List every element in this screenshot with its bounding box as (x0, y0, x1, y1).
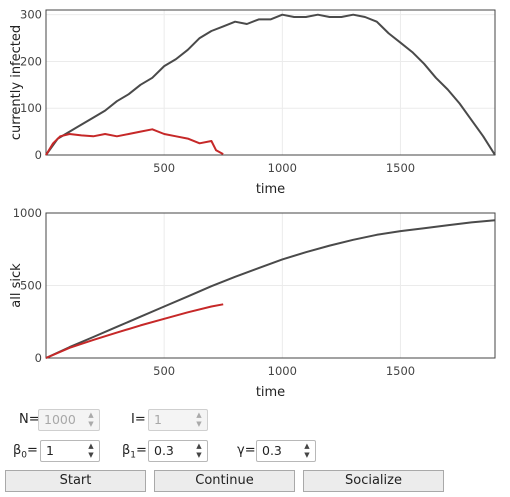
n-spinner[interactable]: ▲ ▼ (86, 411, 96, 429)
y-axis-label: currently infected (9, 25, 24, 140)
start-button[interactable]: Start (5, 470, 146, 492)
x-tick-label: 1500 (386, 161, 415, 175)
beta1-value: 0.3 (154, 443, 174, 458)
i-label: I= (131, 412, 146, 427)
beta1-input[interactable]: 0.3 ▲ ▼ (148, 440, 208, 462)
all-sick-chart: 500 1000 1500 0 500 1000 time all sick (9, 206, 496, 400)
continue-button[interactable]: Continue (154, 470, 295, 492)
series-line-1 (45, 303, 224, 359)
beta1-down-arrow-icon[interactable]: ▼ (196, 451, 202, 459)
gamma-value: 0.3 (262, 443, 282, 458)
x-tick-label: 500 (153, 364, 175, 378)
beta0-value: 1 (46, 443, 54, 458)
beta0-up-arrow-icon[interactable]: ▲ (88, 442, 94, 450)
beta0-equals: = (27, 443, 38, 458)
gamma-input[interactable]: 0.3 ▲ ▼ (256, 440, 316, 462)
i-value: 1 (154, 412, 162, 427)
beta0-subscript: 0 (21, 450, 28, 461)
i-spinner[interactable]: ▲ ▼ (194, 411, 204, 429)
n-down-arrow-icon[interactable]: ▼ (88, 420, 94, 428)
n-value: 1000 (44, 412, 76, 427)
beta1-subscript: 1 (130, 450, 137, 461)
y-tick-label: 300 (20, 8, 42, 22)
plot-frame (45, 212, 496, 359)
y-tick-label: 200 (20, 54, 42, 68)
beta0-down-arrow-icon[interactable]: ▼ (88, 451, 94, 459)
i-up-arrow-icon[interactable]: ▲ (196, 411, 202, 419)
beta0-label: β0= (13, 438, 38, 469)
y-tick-label: 0 (35, 148, 42, 162)
series-line-1 (45, 128, 224, 156)
x-tick-label: 1000 (268, 161, 297, 175)
gamma-up-arrow-icon[interactable]: ▲ (304, 442, 310, 450)
beta1-up-arrow-icon[interactable]: ▲ (196, 442, 202, 450)
x-axis-label: time (256, 385, 285, 400)
x-tick-label: 1500 (386, 364, 415, 378)
beta1-label: β1= (122, 438, 147, 469)
n-label: N= (19, 412, 40, 427)
y-axis-label: all sick (9, 263, 24, 308)
socialize-button[interactable]: Socialize (303, 470, 444, 492)
x-axis-label: time (256, 182, 285, 197)
gamma-spinner[interactable]: ▲ ▼ (302, 442, 312, 460)
x-tick-label: 500 (153, 161, 175, 175)
plot-frame (45, 9, 496, 156)
currently-infected-chart: 500 1000 1500 0 100 200 300 time currently infec… (9, 8, 496, 197)
y-tick-label: 0 (35, 351, 42, 365)
gamma-down-arrow-icon[interactable]: ▼ (304, 451, 310, 459)
i-down-arrow-icon[interactable]: ▼ (196, 420, 202, 428)
y-tick-label: 500 (20, 279, 42, 293)
beta0-input[interactable]: 1 ▲ ▼ (40, 440, 100, 462)
n-up-arrow-icon[interactable]: ▲ (88, 411, 94, 419)
y-tick-label: 1000 (13, 206, 42, 220)
series-line-0 (45, 219, 496, 359)
beta0-spinner[interactable]: ▲ ▼ (86, 442, 96, 460)
series-line-0 (45, 13, 496, 156)
beta1-symbol: β (122, 443, 131, 458)
n-input[interactable]: 1000 ▲ ▼ (38, 409, 100, 431)
beta1-spinner[interactable]: ▲ ▼ (194, 442, 204, 460)
i-input[interactable]: 1 ▲ ▼ (148, 409, 208, 431)
beta1-equals: = (136, 443, 147, 458)
gamma-label: γ= (237, 443, 256, 458)
x-tick-label: 1000 (268, 364, 297, 378)
beta0-symbol: β (13, 443, 22, 458)
y-tick-label: 100 (20, 101, 42, 115)
